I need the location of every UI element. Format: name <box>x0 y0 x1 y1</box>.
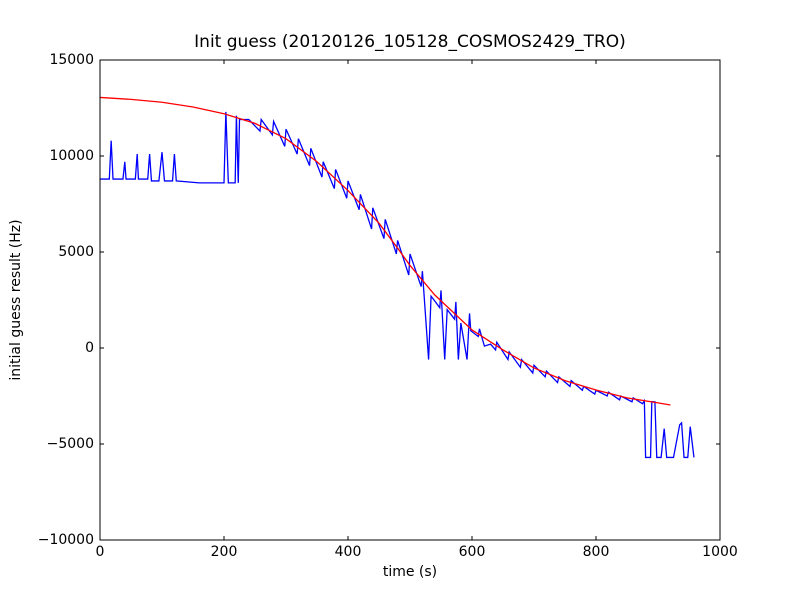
x-tick-label: 0 <box>96 544 105 560</box>
x-tick-label: 1000 <box>702 544 738 560</box>
x-tick-label: 200 <box>211 544 238 560</box>
y-tick-label: −10000 <box>38 532 94 548</box>
x-tick-label: 800 <box>583 544 610 560</box>
y-tick-label: 10000 <box>49 148 94 164</box>
plot-frame <box>99 59 721 541</box>
x-tick-label: 400 <box>335 544 362 560</box>
y-axis-label: initial guess result (Hz) <box>8 219 24 380</box>
y-tick-label: 15000 <box>49 52 94 68</box>
y-tick-label: 5000 <box>58 244 94 260</box>
y-tick-label: −5000 <box>47 436 94 452</box>
x-axis-label: time (s) <box>383 564 437 580</box>
chart-title: Init guess (20120126_105128_COSMOS2429_T… <box>194 32 626 52</box>
data-line <box>99 96 671 406</box>
y-tick-label: 0 <box>85 340 94 356</box>
x-tick-label: 600 <box>459 544 486 560</box>
